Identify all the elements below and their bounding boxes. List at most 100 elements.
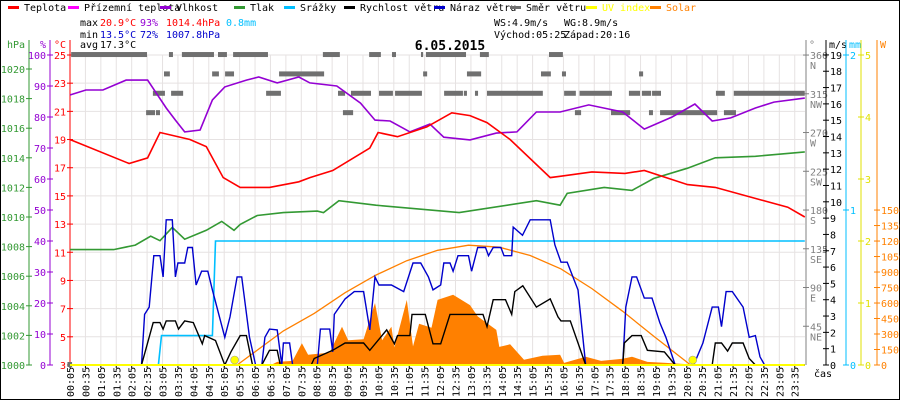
stats-panel: max 20.9°C 93% 1014.4hPa 0.8mm min 13.5°… — [80, 18, 630, 51]
x-tick-label: 05:35 — [236, 367, 247, 397]
pressure-tick-label: 1010 — [1, 213, 25, 224]
stat-min-temp: 13.5°C — [100, 30, 136, 41]
x-tick-label: 03:05 — [159, 367, 170, 397]
x-tick-label: 04:35 — [205, 367, 216, 397]
wind-direction-segment — [579, 90, 612, 96]
humidity-tick-label: 50 — [34, 206, 46, 217]
direction-compass-label: NW — [810, 100, 823, 111]
legend-label: Rychlost větru — [360, 2, 444, 14]
sun-marker — [230, 355, 239, 365]
chart-title: 6.05.2015 — [415, 39, 485, 54]
x-tick-label: 11:05 — [405, 367, 416, 397]
temperature-tick-label: 17 — [54, 164, 66, 175]
x-tick-label: 12:35 — [452, 367, 463, 397]
legend-label: Srážky — [300, 2, 336, 14]
axes: 1000100210041006100810101012101410161018… — [1, 40, 900, 397]
direction-tick-label: 270 — [810, 129, 828, 140]
uv-tick-label: 4 — [865, 113, 871, 124]
x-tick-label: 10:05 — [374, 367, 385, 397]
pressure-tick-label: 1006 — [1, 272, 25, 283]
solar-unit-label: W — [880, 40, 887, 51]
stat-wind-gust: WG:8.9m/s — [564, 18, 618, 29]
wind-direction-segment — [652, 90, 661, 96]
temperature-tick-label: 25 — [54, 51, 66, 62]
wind-tick-label: 0 — [830, 361, 836, 372]
wind-direction-segment — [168, 52, 173, 58]
x-tick-label: 21:05 — [714, 367, 725, 397]
x-tick-label: 23:05 — [775, 367, 786, 397]
wind-direction-segment — [212, 71, 219, 77]
x-tick-label: 05:05 — [220, 367, 231, 397]
plot-area — [67, 52, 806, 367]
wind-direction-segment — [391, 52, 396, 58]
wind-direction-segment — [225, 71, 235, 77]
x-tick-label: 09:35 — [359, 367, 370, 397]
x-tick-label: 17:05 — [590, 367, 601, 397]
x-tick-label: 16:05 — [559, 367, 570, 397]
wind-direction-segment — [163, 71, 170, 77]
wind-tick-label: 12 — [830, 165, 842, 176]
solar-tick-label: 1200 — [881, 237, 900, 248]
pressure-tick-label: 1014 — [1, 154, 25, 165]
temperature-tick-label: 21 — [54, 107, 66, 118]
x-tick-label: 21:35 — [729, 367, 740, 397]
stat-max-press: 1014.4hPa — [166, 18, 220, 29]
x-tick-label: 14:35 — [513, 367, 524, 397]
wind-direction-segment — [146, 110, 156, 116]
direction-unit-label: ° — [809, 40, 815, 51]
humidity-tick-label: 0 — [40, 361, 46, 372]
wind-direction-segment — [181, 52, 214, 58]
x-tick-label: 07:35 — [297, 367, 308, 397]
direction-compass-label: SW — [810, 177, 823, 188]
solar-tick-label: 300 — [881, 330, 899, 341]
wind-tick-label: 11 — [830, 181, 842, 192]
solar-tick-label: 150 — [881, 346, 899, 357]
wind-direction-segment — [379, 90, 393, 96]
wind-tick-label: 5 — [830, 279, 836, 290]
pressure-tick-label: 1012 — [1, 183, 25, 194]
legend-swatch-3 — [234, 6, 245, 9]
x-tick-label: 13:35 — [482, 367, 493, 397]
x-tick-label: 15:05 — [529, 367, 540, 397]
uv-tick-label: 0 — [865, 361, 871, 372]
x-tick-label: 09:05 — [344, 367, 355, 397]
humidity-tick-label: 10 — [34, 330, 46, 341]
wind-tick-label: 2 — [830, 328, 836, 339]
wind-direction-segment — [463, 90, 467, 96]
x-tick-label: 23:35 — [791, 367, 802, 397]
wind-direction-segment — [322, 52, 340, 58]
x-tick-label: 07:05 — [282, 367, 293, 397]
x-tick-label: 06:05 — [251, 367, 262, 397]
wind-tick-label: 3 — [830, 312, 836, 323]
legend-label: Směr větru — [526, 2, 586, 14]
legend-swatch-9 — [650, 6, 661, 9]
direction-compass-label: N — [810, 61, 816, 72]
stat-wind-speed: WS:4.9m/s — [494, 18, 548, 29]
x-tick-label: 02:05 — [128, 367, 139, 397]
uv-tick-label: 2 — [865, 237, 871, 248]
x-tick-label: 15:35 — [544, 367, 555, 397]
stat-min-hum: 72% — [140, 30, 158, 41]
temperature-tick-label: 19 — [54, 136, 66, 147]
wind-direction-segment — [561, 71, 566, 77]
wind-tick-label: 7 — [830, 247, 836, 258]
solar-area — [271, 294, 691, 365]
legend-label: Tlak — [250, 3, 274, 14]
wind-direction-segment — [342, 110, 354, 116]
x-tick-label: 14:05 — [498, 367, 509, 397]
wind-direction-segment — [217, 52, 227, 58]
wind-direction-segment — [628, 90, 641, 96]
humidity-unit-label: % — [40, 40, 46, 51]
wind-direction-segment — [337, 90, 346, 96]
solar-max-line — [236, 244, 692, 366]
humidity-tick-label: 60 — [34, 175, 46, 186]
solar-tick-label: 450 — [881, 315, 899, 326]
direction-tick-label: 360 — [810, 51, 828, 62]
direction-compass-label: E — [810, 294, 816, 305]
stat-min-label: min — [80, 30, 98, 41]
x-tick-label: 11:35 — [421, 367, 432, 397]
x-tick-label: 22:35 — [760, 367, 771, 397]
wind-direction-segment — [395, 90, 422, 96]
